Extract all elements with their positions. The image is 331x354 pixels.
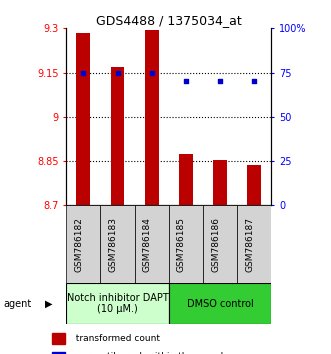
Point <box>252 79 257 84</box>
Text: agent: agent <box>3 298 31 309</box>
Bar <box>237 205 271 283</box>
Text: ▶: ▶ <box>45 298 52 309</box>
Bar <box>135 205 169 283</box>
Text: GSM786186: GSM786186 <box>211 217 220 272</box>
Bar <box>76 33 90 205</box>
Bar <box>66 283 169 324</box>
Bar <box>52 333 65 344</box>
Text: GSM786185: GSM786185 <box>177 217 186 272</box>
Text: transformed count: transformed count <box>70 334 160 343</box>
Point <box>217 79 223 84</box>
Text: GSM786184: GSM786184 <box>143 217 152 272</box>
Text: GSM786182: GSM786182 <box>74 217 83 272</box>
Bar <box>169 205 203 283</box>
Bar <box>213 160 227 205</box>
Title: GDS4488 / 1375034_at: GDS4488 / 1375034_at <box>96 14 242 27</box>
Text: DMSO control: DMSO control <box>187 298 254 309</box>
Point <box>183 79 189 84</box>
Text: GSM786187: GSM786187 <box>245 217 254 272</box>
Text: GSM786183: GSM786183 <box>109 217 118 272</box>
Text: percentile rank within the sample: percentile rank within the sample <box>70 352 228 354</box>
Bar <box>145 30 159 205</box>
Bar <box>248 165 261 205</box>
Point <box>115 70 120 75</box>
Bar <box>179 154 193 205</box>
Bar <box>66 205 100 283</box>
Point <box>81 70 86 75</box>
Bar <box>111 67 124 205</box>
Bar <box>169 283 271 324</box>
Bar <box>100 205 135 283</box>
Point <box>149 70 154 75</box>
Bar <box>52 352 65 354</box>
Bar <box>203 205 237 283</box>
Text: Notch inhibitor DAPT
(10 μM.): Notch inhibitor DAPT (10 μM.) <box>67 293 168 314</box>
